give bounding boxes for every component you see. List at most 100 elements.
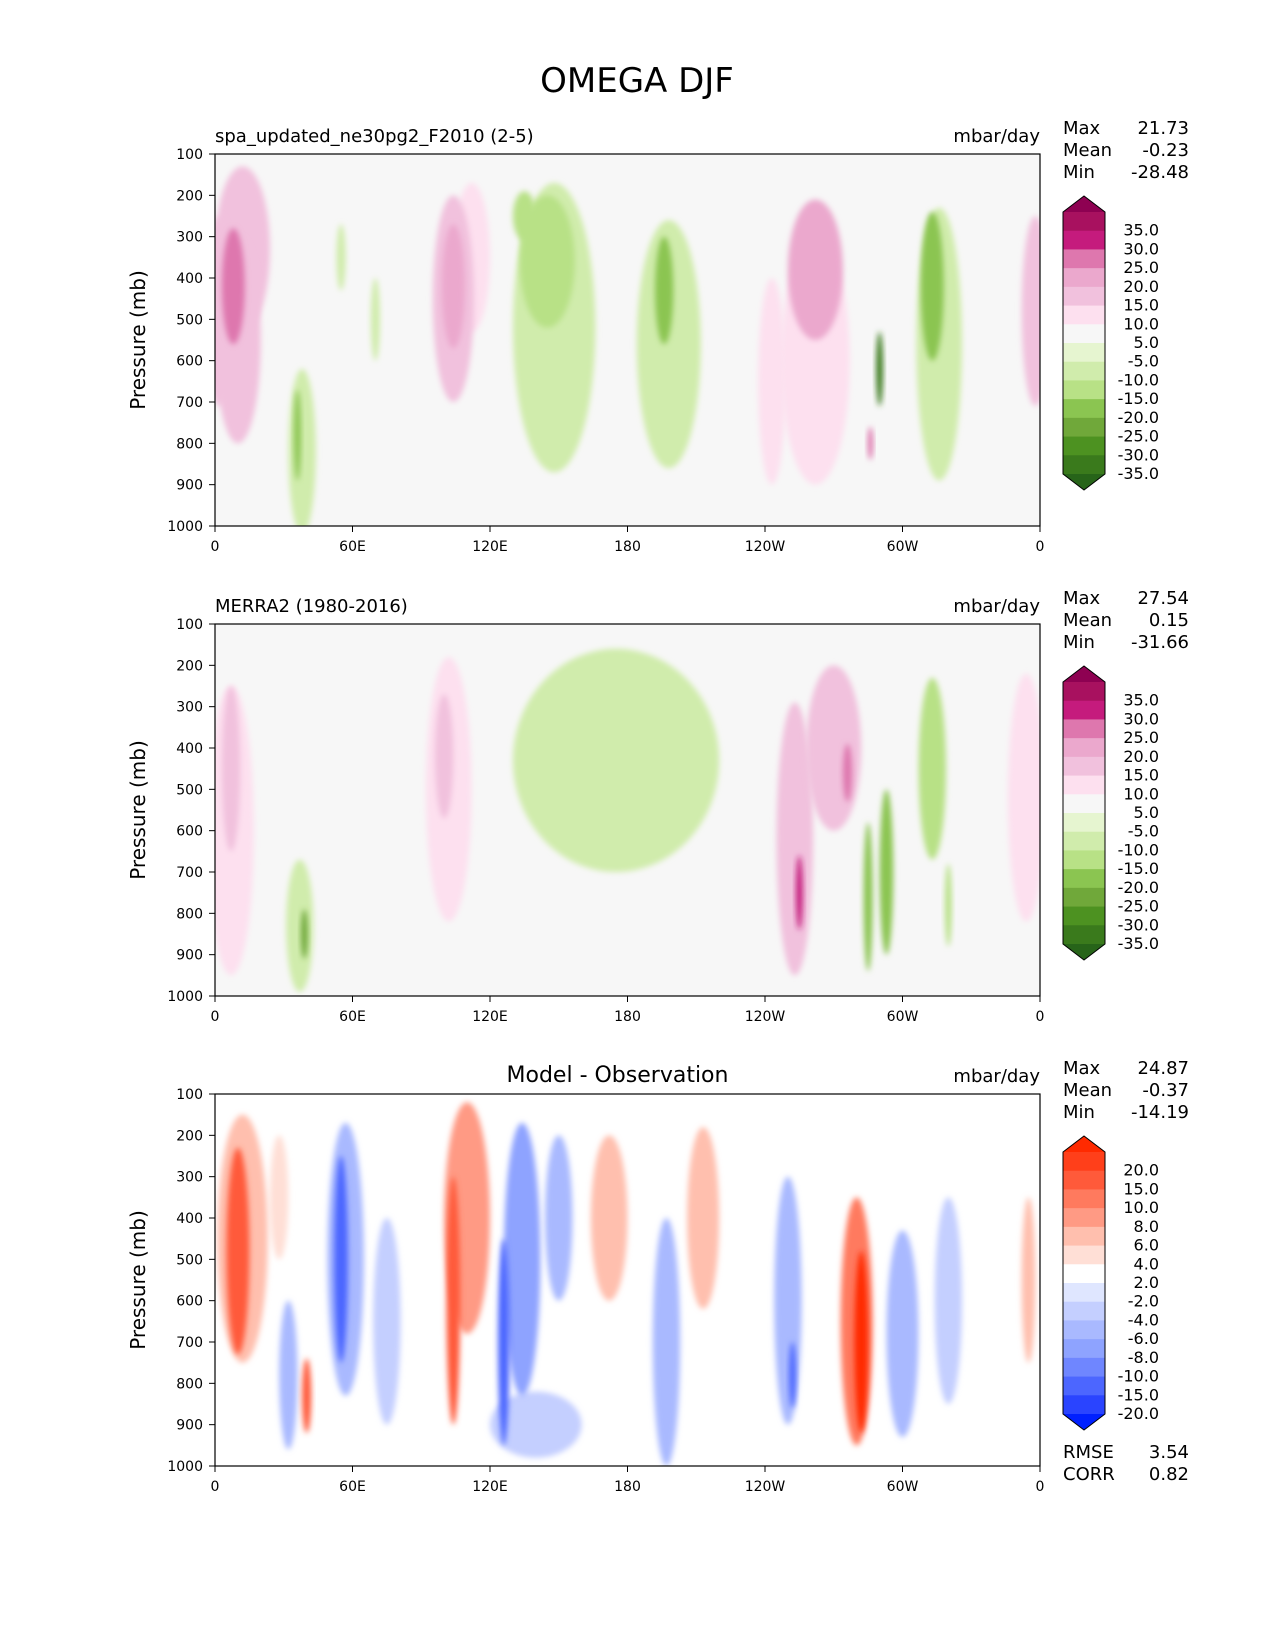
colorbar-tick-label: -30.0 [1118, 915, 1159, 934]
colorbar-band [1063, 831, 1105, 851]
colorbar-band [1063, 869, 1105, 889]
colorbar-band [1063, 887, 1105, 908]
contour-blob-9 [776, 702, 814, 976]
x-tick-label: 0 [1036, 1479, 1045, 1495]
colorbar-tick-label: -30.0 [1118, 445, 1159, 464]
contour-blob-4 [1007, 673, 1040, 922]
contour-blob-15 [1021, 216, 1040, 407]
colorbar-tick-label: 10.0 [1123, 314, 1159, 333]
contour-blob-7 [636, 220, 701, 469]
colorbar-band [1063, 455, 1105, 475]
colorbar-band [1063, 1226, 1105, 1247]
colorbar-tick-label: 6.0 [1134, 1236, 1159, 1255]
stat-value-max: 24.87 [1137, 1058, 1189, 1079]
contour-blob-8 [886, 1230, 919, 1438]
panel-title: Model - Observation [507, 1063, 729, 1088]
x-tick-label: 0 [211, 1479, 220, 1495]
contour-blob-14 [842, 743, 853, 802]
contour-blob-8 [435, 694, 454, 819]
y-tick-label: 600 [176, 824, 203, 840]
colorbar-band [1063, 1357, 1105, 1378]
colorbar-band [1063, 700, 1105, 720]
x-tick-label: 60W [887, 1009, 919, 1025]
y-tick-label: 700 [176, 865, 203, 881]
field-contours [215, 166, 1040, 526]
contour-blob-18 [655, 236, 674, 345]
colorbar-band [1063, 1189, 1105, 1209]
contour-blob-11 [279, 1300, 298, 1450]
colorbar-band [1063, 682, 1105, 702]
stat-label-rmse: RMSE [1063, 1442, 1114, 1463]
colorbar-band [1063, 268, 1105, 288]
colorbar-extend-top [1063, 666, 1105, 682]
y-tick-label: 400 [176, 1211, 203, 1227]
stat-label-mean: Mean [1063, 610, 1112, 631]
colorbar-tick-label: -15.0 [1118, 859, 1159, 878]
colorbar-tick-label: 20.0 [1123, 1161, 1159, 1180]
colorbar-band [1063, 1376, 1105, 1396]
colorbar-outline [1062, 195, 1106, 491]
colorbar-band [1063, 436, 1105, 456]
y-tick-label: 200 [176, 658, 203, 674]
contour-blob-4 [934, 1197, 963, 1404]
y-tick-label: 700 [176, 1335, 203, 1351]
contour-blob-17 [787, 199, 843, 340]
contour-blob-5 [286, 859, 314, 992]
colorbar-tick-label: 10.0 [1123, 784, 1159, 803]
stat-value-rmse: 3.54 [1149, 1442, 1189, 1463]
colorbar-tick-label: -5.0 [1128, 822, 1159, 841]
colorbar-tick-label: -20.0 [1118, 878, 1159, 897]
y-tick-label: 800 [176, 1376, 203, 1392]
panel-title: spa_updated_ne30pg2_F2010 (2-5) [215, 126, 534, 147]
colorbar-tick-label: -8.0 [1128, 1348, 1159, 1367]
y-tick-label: 400 [176, 271, 203, 287]
colorbar: 20.015.010.08.06.04.02.0-2.0-4.0-6.0-8.0… [1062, 1135, 1159, 1431]
contour-blob-7 [774, 1176, 802, 1425]
contour-blob-20 [334, 1156, 348, 1363]
colorbar-outline [1062, 665, 1106, 961]
contour-blob-21 [302, 1358, 312, 1433]
y-tick-label: 1000 [167, 519, 203, 535]
colorbar-band [1063, 212, 1105, 232]
stat-value-max: 27.54 [1137, 588, 1189, 609]
y-tick-label: 100 [176, 617, 203, 633]
colorbar: 35.030.025.020.015.010.05.0-5.0-10.0-15.… [1062, 665, 1159, 961]
stat-value-corr: 0.82 [1149, 1464, 1189, 1485]
x-tick-label: 120E [472, 1009, 508, 1025]
colorbar-tick-label: 25.0 [1123, 728, 1159, 747]
stat-value-mean: 0.15 [1149, 610, 1189, 631]
colorbar-tick-label: -20.0 [1118, 408, 1159, 427]
contour-blob-15 [300, 909, 308, 959]
y-tick-label: 500 [176, 1252, 203, 1268]
colorbar-tick-label: 2.0 [1134, 1273, 1159, 1292]
contour-blob-4 [370, 278, 380, 361]
y-tick-label: 1000 [167, 989, 203, 1005]
y-tick-label: 800 [176, 906, 203, 922]
contour-blob-3 [336, 224, 346, 291]
y-tick-label: 600 [176, 354, 203, 370]
colorbar-band [1063, 925, 1105, 945]
contour-blob-13 [545, 1135, 573, 1301]
contour-blob-22 [221, 228, 245, 345]
contour-blob-11 [944, 863, 952, 947]
x-tick-label: 120E [472, 1479, 508, 1495]
contour-blob-9 [1021, 1197, 1036, 1363]
contour-blob-19 [294, 389, 301, 481]
contour-blob-15 [503, 1122, 541, 1396]
colorbar-tick-label: -15.0 [1118, 1385, 1159, 1404]
x-tick-label: 60E [339, 1009, 366, 1025]
colorbar-band [1063, 305, 1105, 325]
contour-blob-22 [446, 1176, 461, 1425]
x-tick-label: 180 [614, 1479, 641, 1495]
stat-label-mean: Mean [1063, 1080, 1112, 1101]
y-tick-label: 300 [176, 230, 203, 246]
x-tick-label: 120W [745, 539, 786, 555]
colorbar-tick-label: 15.0 [1123, 766, 1159, 785]
colorbar-tick-label: 30.0 [1123, 239, 1159, 258]
colorbar-band [1063, 343, 1105, 363]
y-tick-label: 900 [176, 948, 203, 964]
colorbar-tick-label: 10.0 [1123, 1198, 1159, 1217]
colorbar-tick-label: -15.0 [1118, 389, 1159, 408]
contour-blob-24 [876, 331, 884, 407]
panel-units: mbar/day [953, 596, 1040, 617]
